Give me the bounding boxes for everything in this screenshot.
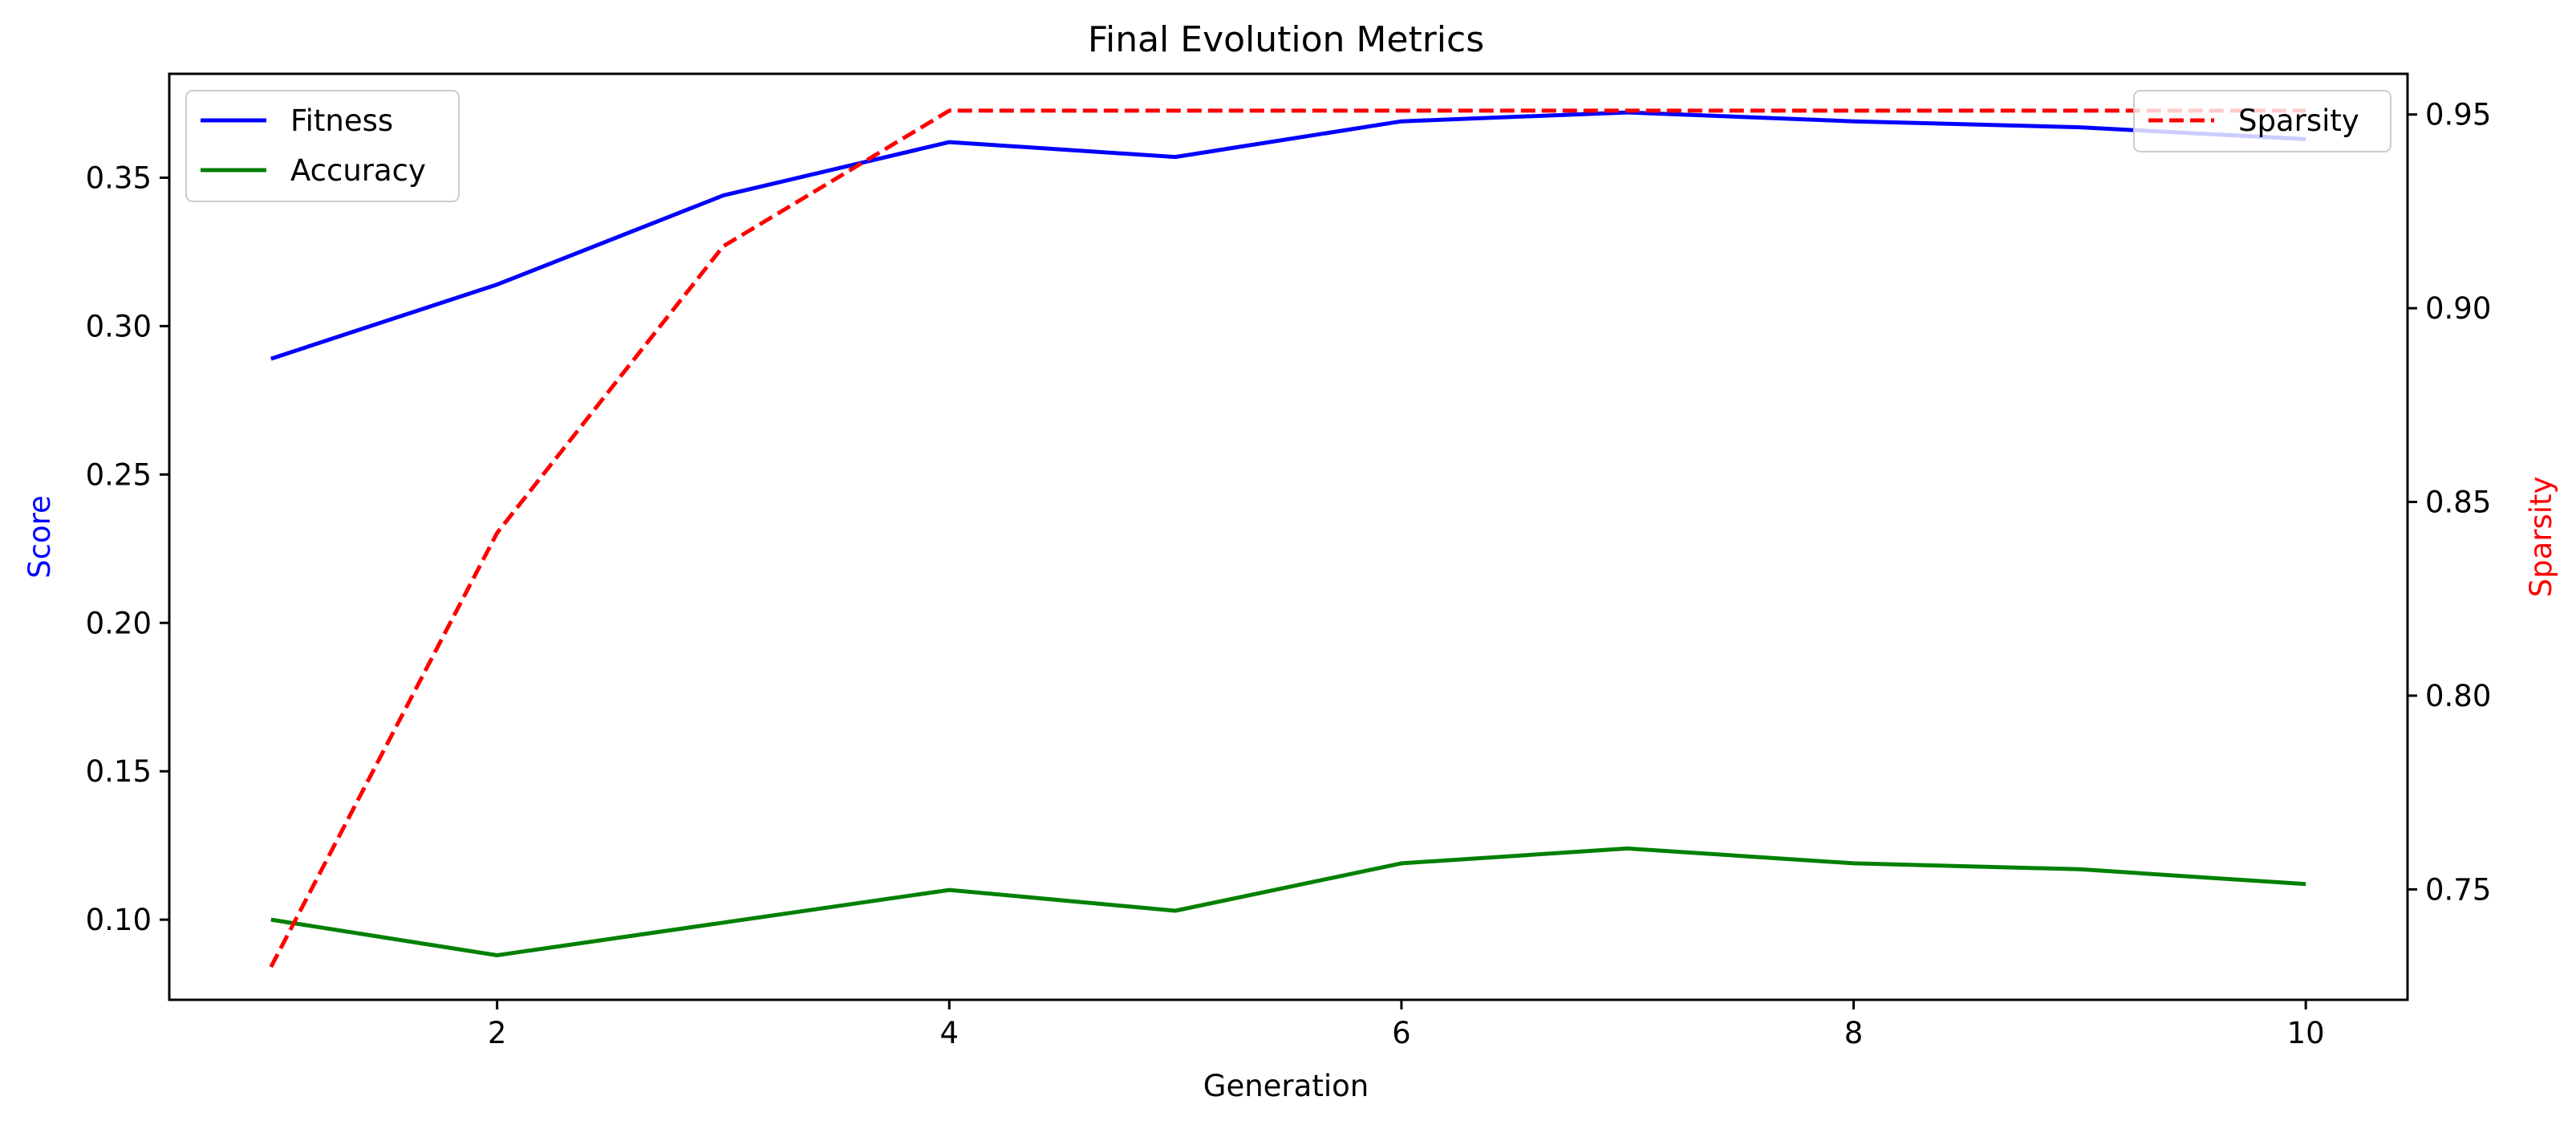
y2-tick-label: 0.85 xyxy=(2425,485,2491,520)
y2-axis-label: Sparsity xyxy=(2524,477,2558,598)
y-tick-label: 0.15 xyxy=(86,754,152,789)
y-tick-label: 0.25 xyxy=(86,457,152,492)
legend-right: Sparsity xyxy=(2133,90,2391,152)
x-tick-label: 8 xyxy=(1844,1016,1864,1050)
y-axis-label: Score xyxy=(22,495,57,579)
y2-tick-label: 0.95 xyxy=(2425,98,2491,132)
y2-tick-label: 0.75 xyxy=(2425,872,2491,907)
y2-tick-label: 0.90 xyxy=(2425,291,2491,326)
x-tick-label: 10 xyxy=(2287,1016,2325,1050)
y-tick-label: 0.20 xyxy=(86,606,152,640)
plot-frame xyxy=(168,72,2409,1001)
x-tick-label: 4 xyxy=(939,1016,959,1050)
x-axis-label: Generation xyxy=(1203,1069,1369,1103)
y2-tick-label: 0.80 xyxy=(2425,679,2491,713)
legend-label: Sparsity xyxy=(2238,104,2359,138)
legend-box xyxy=(2133,90,2391,152)
x-tick-label: 2 xyxy=(488,1016,507,1050)
series-line-sparsity xyxy=(269,108,2306,969)
series-line-accuracy xyxy=(270,846,2306,957)
axes-layer: 2 4 6 8 10 0.10 0.15 0.20 0.25 0.30 0.35 0.75 0.80 0.… xyxy=(86,72,2491,1050)
legend-label: Accuracy xyxy=(290,153,426,188)
series-layer xyxy=(269,108,2306,969)
series-line-fitness xyxy=(270,110,2306,361)
y-tick-label: 0.35 xyxy=(86,160,152,195)
y-tick-label: 0.10 xyxy=(86,903,152,937)
x-tick-label: 6 xyxy=(1392,1016,1411,1050)
y-tick-label: 0.30 xyxy=(86,309,152,343)
legend-label: Fitness xyxy=(290,104,393,138)
legend-left: Fitness Accuracy xyxy=(185,90,460,202)
chart-title: Final Evolution Metrics xyxy=(1088,19,1484,60)
